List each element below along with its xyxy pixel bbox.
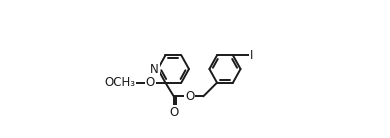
Text: O: O bbox=[185, 90, 194, 103]
Text: OCH₃: OCH₃ bbox=[104, 76, 135, 89]
Text: O: O bbox=[169, 106, 178, 119]
Text: I: I bbox=[250, 49, 253, 62]
Text: N: N bbox=[150, 63, 159, 75]
Text: O: O bbox=[145, 76, 155, 89]
